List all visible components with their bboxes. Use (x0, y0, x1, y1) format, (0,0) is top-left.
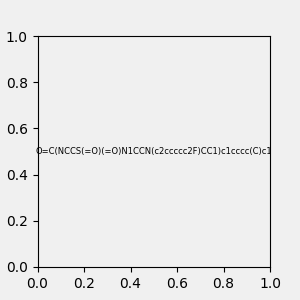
Text: O=C(NCCS(=O)(=O)N1CCN(c2ccccc2F)CC1)c1cccc(C)c1: O=C(NCCS(=O)(=O)N1CCN(c2ccccc2F)CC1)c1cc… (35, 147, 272, 156)
